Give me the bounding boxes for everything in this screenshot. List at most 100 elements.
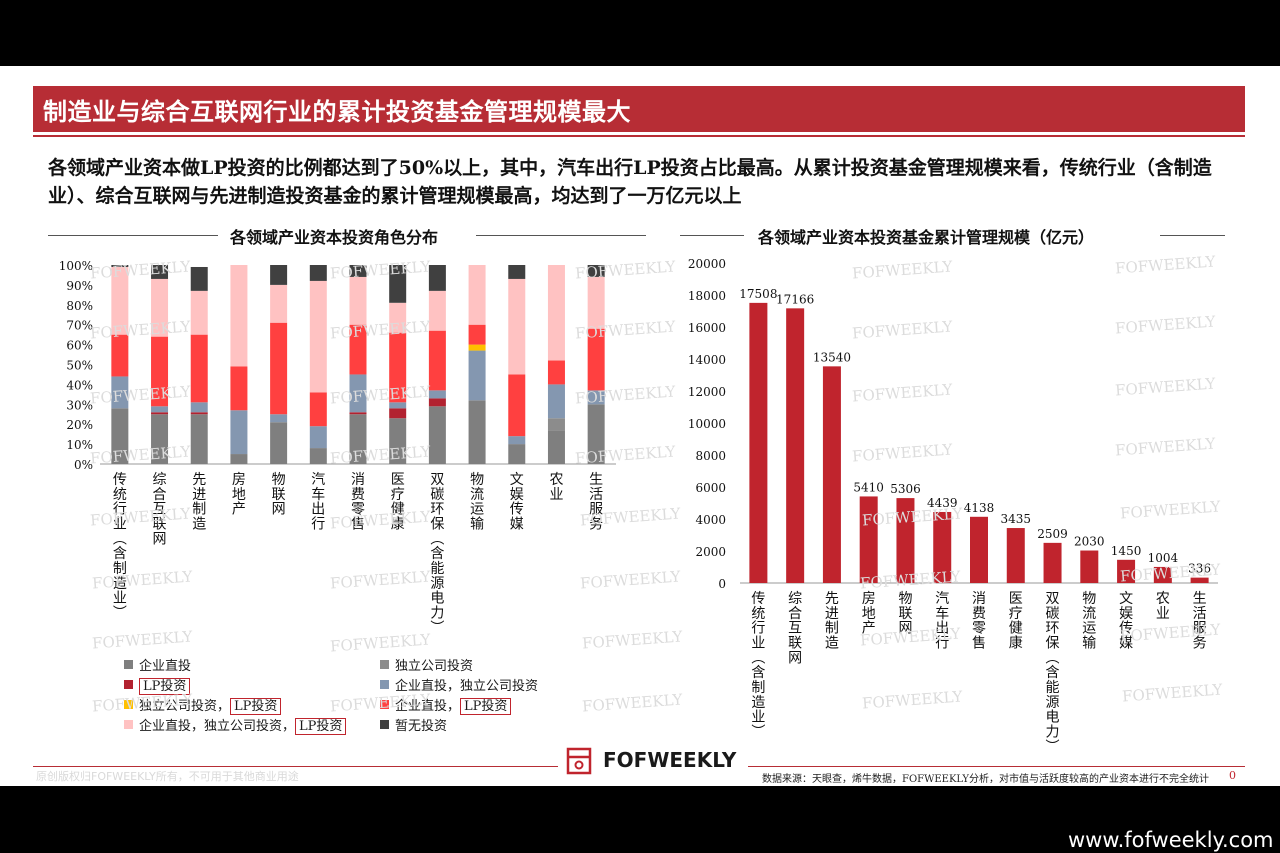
x-tick-label: 房地产	[232, 472, 246, 518]
data-label: 5410	[853, 480, 884, 494]
legend-label: 企业直投，独立公司投资	[395, 679, 539, 694]
legend-label-text: 企业直投，独立公司投资，	[139, 719, 296, 734]
x-tick-label: 传统行业︵含制造业︶	[751, 591, 765, 741]
data-label: 2030	[1074, 535, 1105, 549]
x-tick-label: 传统行业︵含制造业︶	[113, 472, 127, 622]
x-tick-label: 物联网	[898, 591, 912, 637]
y-tick-label: 6000	[695, 481, 726, 495]
brand-name: FOFWEEKLY	[603, 748, 737, 772]
bar	[896, 498, 915, 583]
stack-segment	[111, 266, 129, 335]
stack-segment	[547, 430, 565, 464]
y-tick-label: 20%	[66, 418, 93, 432]
bar	[749, 302, 768, 583]
x-tick-label: 物流运输	[470, 472, 484, 533]
stack-segment	[111, 376, 129, 409]
stack-segment	[547, 360, 565, 385]
data-label: 3435	[1000, 512, 1031, 526]
fofweekly-logo-icon	[566, 747, 592, 775]
stack-segment	[389, 418, 407, 464]
stack-segment	[190, 334, 208, 403]
stack-segment	[428, 406, 446, 464]
x-tick-label: 生活服务	[589, 472, 603, 533]
y-tick-label: 30%	[66, 398, 93, 412]
stack-segment	[190, 412, 208, 415]
stack-segment	[230, 410, 248, 455]
stack-segment	[111, 408, 129, 464]
stack-segment	[111, 265, 129, 267]
x-tick-label: 综合互联网	[788, 591, 802, 666]
y-tick-label: 0%	[74, 458, 93, 472]
stack-segment	[190, 290, 208, 335]
y-tick-label: 40%	[66, 378, 93, 392]
legend-item: 企业直投	[124, 658, 191, 676]
legend-label-boxed: LP投资	[139, 678, 191, 695]
data-label: 1450	[1111, 544, 1142, 558]
x-tick-label: 医疗健康	[391, 472, 405, 533]
y-tick-label: 100%	[59, 259, 93, 273]
x-tick-label: 综合互联网	[153, 472, 167, 547]
stack-segment	[428, 390, 446, 399]
stack-segment	[151, 412, 169, 415]
page-title: 制造业与综合互联网行业的累计投资基金管理规模最大	[43, 97, 631, 126]
bar	[1117, 559, 1136, 583]
legend-swatch	[124, 720, 133, 729]
data-label: 1004	[1148, 551, 1179, 565]
slide: 制造业与综合互联网行业的累计投资基金管理规模最大 各领域产业资本做LP投资的比例…	[0, 66, 1280, 786]
stack-segment	[349, 276, 367, 325]
x-tick-label: 双碳环保︵含能源电力︶	[430, 472, 444, 636]
stack-segment	[349, 412, 367, 415]
stack-segment	[587, 404, 605, 464]
site-url[interactable]: www.fofweekly.com	[1068, 828, 1274, 852]
data-source-note: 数据来源：天眼查，烯牛数据，FOFWEEKLY分析，对市值与活跃度较高的产业资本…	[762, 774, 1210, 785]
bar	[786, 308, 805, 583]
stacked-role-chart: 0% 10% 20% 30% 40% 50% 60% 70% 80% 90% 100% 传统行业︵含制…	[59, 259, 616, 636]
data-label: 4439	[927, 496, 958, 510]
x-tick-label: 物流运输	[1082, 591, 1096, 652]
y-tick-label: 18000	[688, 289, 726, 303]
stack-segment	[508, 436, 526, 445]
stack-segment	[508, 444, 526, 464]
x-tick-label: 消费零售	[351, 472, 365, 533]
x-tick-label: 文娱传媒	[1119, 591, 1133, 652]
summary-text: 各领域产业资本做LP投资的比例都达到了50%以上，其中，汽车出行LP投资占比最高…	[48, 157, 1212, 207]
data-label: 13540	[813, 350, 851, 364]
legend-label: 企业直投	[139, 659, 192, 674]
x-tick-label: 先进制造	[192, 472, 206, 533]
stack-segment	[547, 418, 565, 431]
legend-label: 企业直投， LP投资	[395, 698, 512, 715]
x-tick-label: 农业	[1156, 591, 1170, 622]
stack-segment	[468, 324, 486, 345]
bar	[1153, 566, 1172, 583]
bar	[1006, 528, 1025, 583]
stack-segment	[190, 402, 208, 413]
heading-line	[476, 235, 646, 236]
stack-segment	[230, 454, 248, 464]
y-tick-label: 16000	[688, 321, 726, 335]
stack-segment	[270, 265, 288, 285]
y-tick-label: 60%	[66, 339, 93, 353]
data-label: 17508	[739, 287, 777, 301]
bar	[859, 496, 878, 583]
x-tick-label: 汽车出行	[935, 591, 949, 652]
y-tick-label: 0	[718, 577, 726, 591]
legend-label-boxed: LP投资	[460, 698, 512, 715]
stack-segment	[309, 448, 327, 464]
stack-segment	[230, 265, 248, 367]
stack-segment	[508, 265, 526, 279]
fund-scale-chart: 0 2000 4000 6000 8000 10000 12000 14000 16000 180…	[688, 257, 1218, 755]
stack-segment	[587, 390, 605, 405]
x-tick-label: 文娱传媒	[510, 472, 524, 533]
stack-segment	[270, 284, 288, 323]
stack-segment	[547, 265, 565, 361]
y-tick-label: 80%	[66, 299, 93, 313]
stack-segment	[349, 414, 367, 464]
stack-segment	[587, 265, 605, 277]
x-tick-label: 汽车出行	[311, 472, 325, 533]
stack-segment	[349, 265, 367, 277]
stack-segment	[270, 422, 288, 464]
stack-segment	[389, 302, 407, 333]
legend-label-text: 企业直投，	[395, 699, 461, 714]
y-tick-label: 4000	[695, 513, 726, 527]
title-bar: 制造业与综合互联网行业的累计投资基金管理规模最大	[33, 86, 1245, 132]
